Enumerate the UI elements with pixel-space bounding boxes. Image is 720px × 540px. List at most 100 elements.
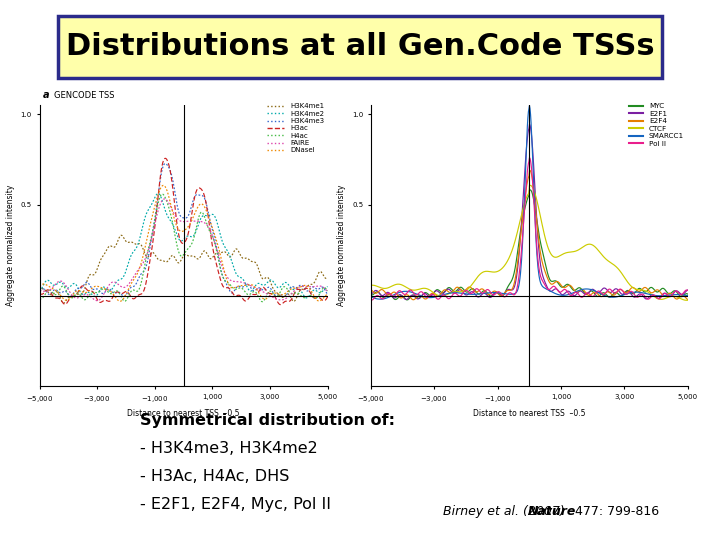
H3K4me3 — [86, 284, 95, 290]
E2F4 — [510, 278, 519, 285]
H3K4me1 — [323, 274, 332, 281]
E2F4 — [579, 287, 588, 293]
H3ac — [276, 301, 285, 308]
Text: - E2F1, E2F4, Myc, Pol II: - E2F1, E2F4, Myc, Pol II — [140, 497, 331, 512]
E2F1 — [554, 288, 563, 294]
MYC — [554, 280, 563, 287]
MYC — [579, 288, 588, 295]
H3ac — [228, 289, 237, 296]
E2F1 — [402, 296, 410, 303]
FAIRE — [86, 293, 95, 300]
H3ac — [205, 225, 214, 232]
CTCF — [366, 282, 375, 288]
H3K4me2 — [302, 295, 311, 301]
H3K4me1 — [110, 244, 119, 251]
DNaseI — [159, 182, 168, 188]
CTCF — [554, 253, 562, 260]
H3K4me1 — [206, 255, 215, 262]
H3K4me1 — [228, 251, 237, 257]
E2F1 — [606, 289, 615, 296]
H4ac — [35, 295, 44, 302]
FAIRE — [110, 279, 119, 285]
E2F4 — [449, 288, 457, 295]
E2F4 — [525, 167, 534, 173]
DNaseI — [116, 298, 125, 305]
Line: MYC: MYC — [371, 190, 688, 300]
H3K4me2 — [109, 283, 118, 289]
Y-axis label: Aggregate normalized intensity: Aggregate normalized intensity — [6, 185, 15, 306]
Pol II — [525, 154, 534, 161]
SMARCC1 — [423, 294, 432, 301]
Pol II — [423, 294, 432, 301]
CTCF — [683, 297, 692, 303]
FAIRE — [35, 287, 44, 294]
SMARCC1 — [449, 289, 457, 296]
FAIRE — [228, 278, 237, 285]
SMARCC1 — [510, 291, 519, 297]
E2F1 — [510, 283, 519, 289]
DNaseI — [109, 292, 118, 298]
H3K4me3 — [253, 286, 261, 292]
H3K4me2 — [228, 260, 237, 267]
Line: E2F4: E2F4 — [371, 170, 688, 300]
Line: H3K4me2: H3K4me2 — [40, 193, 328, 298]
H3K4me2 — [253, 281, 261, 287]
Pol II — [579, 293, 588, 300]
H3K4me3 — [228, 289, 237, 296]
H4ac — [109, 289, 118, 295]
FAIRE — [161, 195, 169, 202]
MYC — [606, 294, 615, 300]
Line: H3K4me3: H3K4me3 — [40, 164, 328, 296]
Text: - H3Ac, H4Ac, DHS: - H3Ac, H4Ac, DHS — [140, 469, 289, 484]
Pol II — [606, 286, 615, 293]
H3K4me2 — [35, 288, 44, 295]
DNaseI — [86, 286, 95, 293]
E2F4 — [683, 296, 692, 303]
Text: 477: 799-816: 477: 799-816 — [571, 505, 659, 518]
H3K4me1 — [166, 253, 175, 260]
H3K4me2 — [166, 217, 175, 224]
H3K4me3 — [109, 290, 118, 296]
FAIRE — [206, 227, 215, 234]
H4ac — [258, 299, 266, 305]
H3K4me3 — [35, 286, 44, 292]
E2F1 — [525, 121, 534, 127]
Text: Distributions at all Gen.Code TSSs: Distributions at all Gen.Code TSSs — [66, 32, 654, 62]
H3K4me3 — [166, 168, 175, 174]
Bar — [58, 16, 662, 78]
H3K4me1 — [59, 300, 68, 306]
E2F1 — [579, 290, 588, 296]
CTCF — [526, 182, 534, 188]
H3K4me1 — [117, 232, 126, 239]
H4ac — [158, 191, 166, 197]
MYC — [683, 291, 692, 297]
FAIRE — [253, 286, 262, 292]
Text: GENCODE TSS: GENCODE TSS — [54, 91, 114, 100]
Pol II — [554, 288, 563, 295]
H3K4me2 — [86, 290, 95, 296]
Line: H3ac: H3ac — [40, 158, 328, 305]
DNaseI — [35, 284, 44, 290]
Pol II — [510, 291, 519, 298]
X-axis label: Distance to nearest TSS  –0.5: Distance to nearest TSS –0.5 — [127, 409, 240, 418]
H3ac — [35, 291, 44, 297]
E2F4 — [554, 279, 563, 286]
MYC — [449, 287, 457, 294]
MYC — [403, 296, 412, 303]
H4ac — [205, 228, 214, 235]
DNaseI — [323, 291, 332, 297]
H3K4me2 — [154, 190, 163, 197]
H3ac — [253, 291, 261, 297]
H3K4me3 — [205, 217, 214, 223]
H3K4me1 — [35, 282, 44, 288]
H3ac — [161, 155, 169, 161]
Legend: MYC, E2F1, E2F4, CTCF, SMARCC1, Pol II: MYC, E2F1, E2F4, CTCF, SMARCC1, Pol II — [629, 103, 684, 147]
H4ac — [86, 291, 95, 297]
H3K4me3 — [280, 293, 289, 300]
H3K4me2 — [323, 284, 332, 290]
E2F4 — [366, 286, 375, 293]
H3K4me1 — [253, 262, 262, 269]
H3K4me3 — [161, 160, 169, 167]
Line: DNaseI: DNaseI — [40, 185, 328, 301]
E2F1 — [683, 287, 692, 293]
